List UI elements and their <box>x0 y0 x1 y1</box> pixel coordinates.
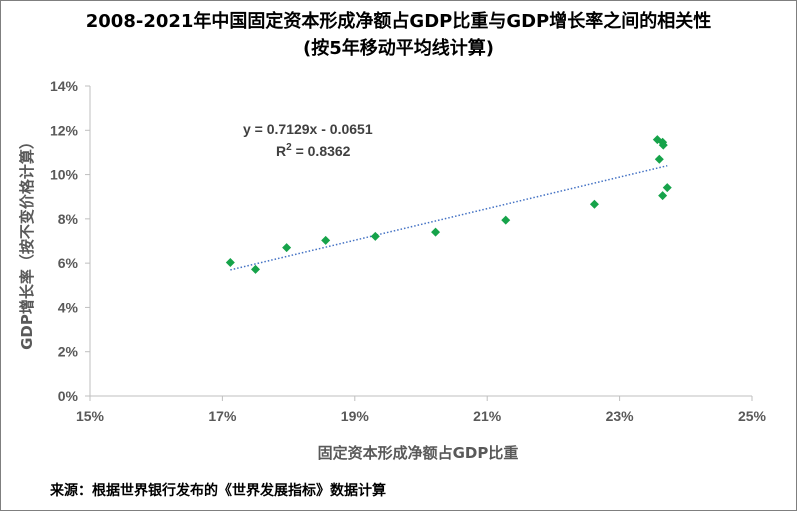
y-tick-label: 8% <box>58 211 79 227</box>
y-tick-label: 4% <box>58 299 79 315</box>
x-axis-title: 固定资本形成净额占GDP比重 <box>318 444 519 462</box>
data-point <box>370 231 380 241</box>
trendline-equation: y = 0.7129x - 0.0651 <box>243 121 373 137</box>
x-tick-label: 23% <box>606 408 635 424</box>
data-point <box>658 140 668 150</box>
x-axis-ticks: 15% 17% 19% 21% 23% 25% <box>76 396 767 424</box>
trendline-layer <box>230 164 668 271</box>
data-point <box>321 235 331 245</box>
data-point <box>501 215 511 225</box>
x-tick-label: 25% <box>738 408 767 424</box>
y-axis-title: GDP增长率（按不变价格计算） <box>18 134 36 350</box>
y-axis-ticks: 0% 2% 4% 6% 8% 10% 12% 14% <box>50 78 90 404</box>
data-point <box>431 227 441 237</box>
x-tick-label: 15% <box>76 408 105 424</box>
y-tick-label: 0% <box>58 388 79 404</box>
x-tick-label: 21% <box>473 408 502 424</box>
source-note: 来源：根据世界银行发布的《世界发展指标》数据计算 <box>50 483 386 499</box>
y-tick-label: 2% <box>58 344 79 360</box>
data-point <box>654 154 664 164</box>
data-point <box>251 264 260 274</box>
r-squared-label: R2 = 0.8362 <box>276 142 351 159</box>
y-tick-label: 10% <box>50 167 79 183</box>
y-tick-label: 6% <box>58 255 79 271</box>
y-tick-label: 12% <box>50 122 79 138</box>
chart-title-block: 2008-2021年中国固定资本形成净额占GDP比重与GDP增长率之间的相关性 … <box>0 8 797 62</box>
y-tick-label: 14% <box>50 78 79 94</box>
axes <box>89 86 752 397</box>
data-point <box>282 243 292 253</box>
x-tick-label: 19% <box>341 408 370 424</box>
chart-title: 2008-2021年中国固定资本形成净额占GDP比重与GDP增长率之间的相关性 <box>85 11 712 32</box>
data-point <box>589 199 599 209</box>
data-point <box>225 257 235 267</box>
trendline <box>230 164 668 271</box>
chart-subtitle: (按5年移动平均线计算) <box>303 38 494 59</box>
data-points <box>225 135 672 274</box>
x-tick-label: 17% <box>208 408 237 424</box>
data-point <box>658 191 668 201</box>
data-point <box>662 183 672 193</box>
